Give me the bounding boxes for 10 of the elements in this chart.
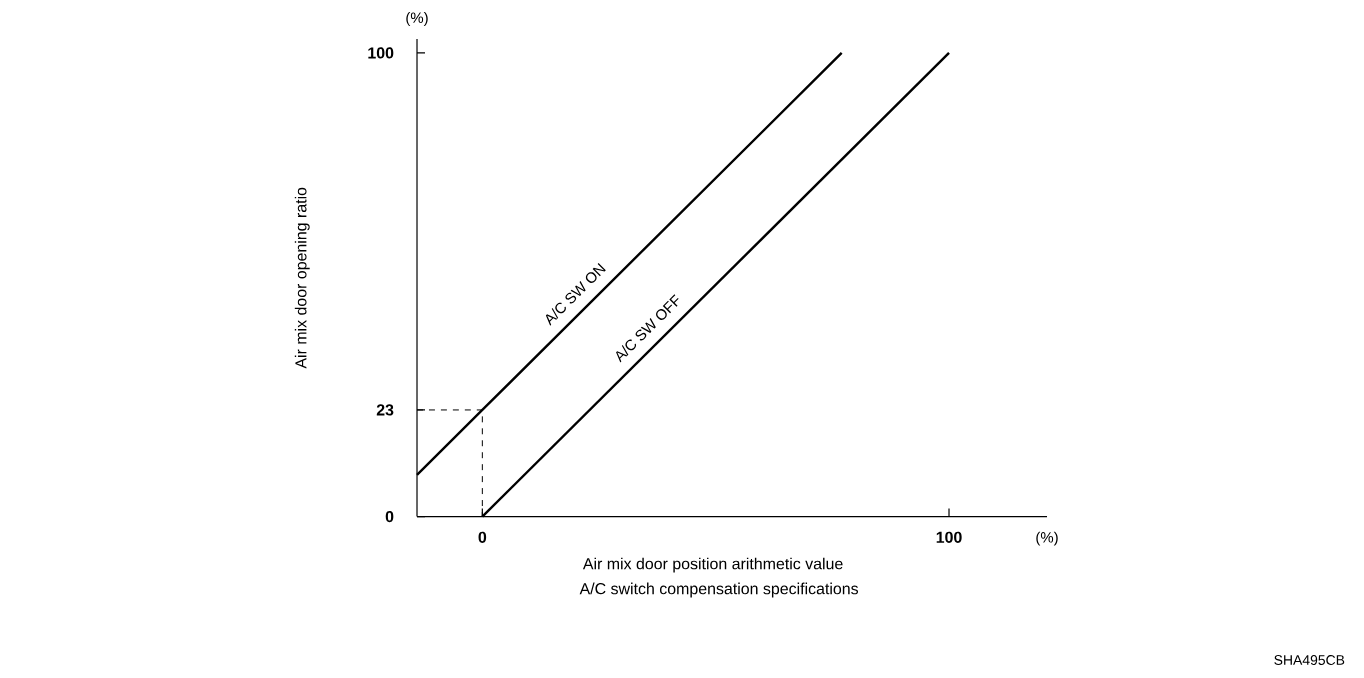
text: (%) — [1036, 531, 1058, 546]
text: A/C switch compensation specifications — [579, 582, 859, 598]
y-tick-label: 23 — [376, 404, 394, 416]
text: (%) — [406, 12, 428, 26]
y-axis-title: Air mix door opening ratio — [294, 187, 310, 369]
text: A/C SW ON — [545, 263, 606, 326]
text: SHA495CB — [1274, 655, 1345, 665]
y-tick-label: 100 — [368, 47, 394, 59]
x-axis-title: Air mix door position arithmetic value — [582, 557, 843, 573]
y-tick-label: 0 — [385, 510, 394, 523]
